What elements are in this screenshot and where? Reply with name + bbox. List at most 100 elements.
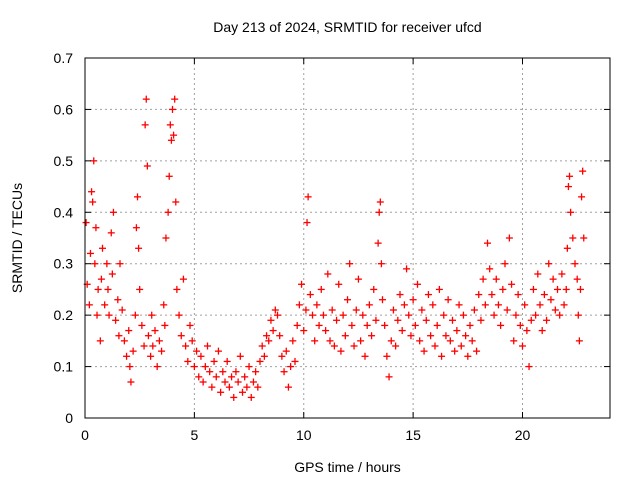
data-point bbox=[186, 321, 194, 329]
data-point bbox=[140, 342, 148, 350]
data-point bbox=[82, 219, 90, 227]
data-point bbox=[354, 275, 362, 283]
data-point bbox=[195, 373, 203, 381]
data-point bbox=[438, 352, 446, 360]
data-point bbox=[560, 301, 568, 309]
data-point bbox=[204, 342, 211, 350]
data-point bbox=[352, 306, 360, 314]
data-point bbox=[359, 311, 367, 319]
data-point bbox=[348, 321, 356, 329]
y-tick-label: 0.2 bbox=[54, 307, 74, 323]
data-point bbox=[339, 311, 347, 319]
data-point bbox=[455, 301, 463, 309]
data-point bbox=[165, 172, 173, 180]
data-point bbox=[374, 239, 382, 247]
data-point bbox=[451, 347, 459, 355]
data-point bbox=[372, 316, 380, 324]
data-point bbox=[225, 383, 233, 391]
data-point bbox=[414, 280, 421, 288]
data-point bbox=[161, 321, 169, 329]
data-point bbox=[303, 219, 311, 227]
data-point bbox=[97, 275, 105, 283]
data-point bbox=[125, 327, 133, 335]
data-point bbox=[265, 337, 273, 345]
data-point bbox=[93, 311, 101, 319]
data-point bbox=[118, 306, 126, 314]
data-point bbox=[230, 393, 238, 401]
data-point bbox=[490, 311, 498, 319]
data-point bbox=[429, 301, 437, 309]
data-point bbox=[383, 352, 391, 360]
data-point bbox=[529, 285, 537, 293]
data-point bbox=[346, 260, 354, 268]
data-point bbox=[563, 244, 571, 252]
data-point bbox=[396, 291, 404, 299]
data-point bbox=[298, 280, 306, 288]
data-point bbox=[293, 321, 301, 329]
data-point bbox=[453, 327, 461, 335]
data-point bbox=[171, 95, 179, 103]
data-point bbox=[554, 285, 561, 293]
x-axis-label: GPS time / hours bbox=[294, 459, 401, 475]
data-point bbox=[468, 337, 476, 345]
data-point bbox=[416, 337, 424, 345]
data-point bbox=[269, 327, 277, 335]
data-point bbox=[536, 301, 544, 309]
data-point bbox=[127, 378, 135, 386]
data-point bbox=[232, 368, 240, 376]
data-point bbox=[499, 285, 507, 293]
data-point bbox=[424, 291, 432, 299]
data-point bbox=[142, 95, 150, 103]
data-point bbox=[326, 337, 334, 345]
data-point bbox=[108, 270, 116, 278]
data-point bbox=[243, 383, 251, 391]
data-point bbox=[252, 368, 260, 376]
data-point bbox=[562, 285, 570, 293]
data-point bbox=[392, 342, 400, 350]
data-point bbox=[322, 327, 330, 335]
data-point bbox=[486, 265, 494, 273]
x-tick-label: 20 bbox=[515, 427, 531, 443]
data-point bbox=[512, 311, 520, 319]
data-point bbox=[103, 260, 111, 268]
data-point bbox=[199, 378, 207, 386]
data-point bbox=[302, 306, 310, 314]
data-point bbox=[287, 363, 295, 371]
data-point bbox=[381, 321, 389, 329]
data-point bbox=[94, 285, 102, 293]
data-point bbox=[221, 378, 229, 386]
data-point bbox=[420, 347, 428, 355]
data-point bbox=[523, 327, 531, 335]
data-point bbox=[311, 337, 319, 345]
data-point bbox=[576, 285, 584, 293]
data-point bbox=[206, 368, 214, 376]
data-point bbox=[289, 337, 297, 345]
data-point bbox=[573, 275, 581, 283]
data-point bbox=[317, 285, 325, 293]
data-point bbox=[280, 368, 288, 376]
data-point bbox=[89, 198, 97, 206]
data-point bbox=[99, 244, 106, 252]
data-point bbox=[136, 285, 144, 293]
data-point bbox=[153, 363, 161, 371]
data-point bbox=[214, 347, 222, 355]
data-point bbox=[475, 291, 483, 299]
data-point bbox=[403, 265, 411, 273]
data-point bbox=[228, 373, 236, 381]
data-point bbox=[147, 352, 155, 360]
data-point bbox=[405, 311, 413, 319]
data-point bbox=[418, 306, 426, 314]
data-point bbox=[566, 172, 574, 180]
data-point bbox=[256, 357, 264, 365]
data-point bbox=[459, 311, 467, 319]
data-point bbox=[210, 357, 218, 365]
data-point bbox=[579, 167, 587, 175]
data-point bbox=[197, 352, 205, 360]
data-point bbox=[442, 332, 450, 340]
data-point bbox=[564, 183, 572, 191]
data-point bbox=[319, 311, 327, 319]
data-point bbox=[368, 332, 376, 340]
data-point bbox=[398, 327, 406, 335]
data-point bbox=[190, 363, 198, 371]
data-point bbox=[488, 291, 496, 299]
